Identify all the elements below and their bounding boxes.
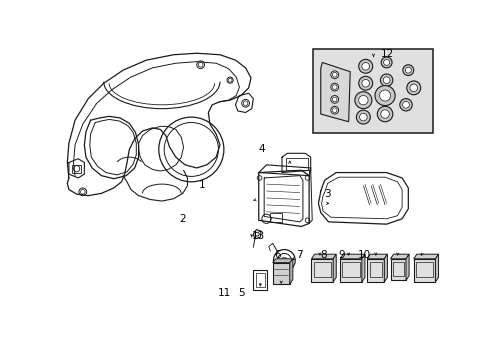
Polygon shape [361, 254, 364, 282]
Polygon shape [366, 259, 384, 282]
Text: 12: 12 [381, 49, 394, 59]
Bar [415, 262, 432, 277]
Text: 9: 9 [338, 250, 344, 260]
Circle shape [402, 102, 408, 108]
Bar [285, 158, 307, 170]
Text: 6: 6 [273, 250, 280, 260]
Circle shape [383, 59, 389, 66]
Bar [313, 262, 330, 277]
Polygon shape [366, 254, 386, 259]
Text: 7: 7 [296, 250, 303, 260]
Polygon shape [384, 254, 386, 282]
Polygon shape [413, 254, 438, 259]
Polygon shape [332, 254, 336, 282]
Circle shape [406, 81, 420, 95]
Circle shape [380, 74, 392, 86]
Circle shape [358, 76, 372, 90]
Polygon shape [413, 259, 434, 282]
Circle shape [354, 92, 371, 109]
Text: 10: 10 [357, 250, 370, 260]
Polygon shape [272, 259, 292, 263]
Bar [369, 262, 381, 277]
Text: 8: 8 [320, 250, 326, 260]
Circle shape [402, 65, 413, 76]
Bar [342, 262, 359, 277]
Circle shape [405, 67, 410, 73]
Circle shape [379, 90, 390, 101]
Polygon shape [405, 254, 408, 280]
Polygon shape [272, 263, 289, 284]
Text: 4: 4 [258, 144, 264, 153]
Bar [253, 270, 267, 289]
Polygon shape [434, 254, 438, 282]
Circle shape [330, 83, 338, 91]
Bar [255, 273, 264, 287]
Circle shape [358, 95, 367, 105]
Circle shape [377, 106, 392, 122]
Polygon shape [311, 259, 332, 282]
Bar [270, 213, 282, 222]
Text: 13: 13 [251, 231, 264, 241]
Circle shape [330, 95, 338, 103]
Circle shape [374, 86, 394, 105]
Circle shape [330, 106, 338, 114]
Circle shape [399, 99, 411, 111]
Polygon shape [390, 254, 408, 259]
Circle shape [409, 84, 417, 92]
Circle shape [358, 59, 372, 73]
Polygon shape [390, 259, 405, 280]
Bar [72, 165, 81, 172]
Bar [392, 262, 403, 276]
Circle shape [359, 113, 366, 121]
Polygon shape [311, 254, 336, 259]
Circle shape [330, 71, 338, 78]
Polygon shape [340, 254, 364, 259]
Polygon shape [320, 62, 349, 122]
Text: 2: 2 [179, 214, 186, 224]
Polygon shape [340, 259, 361, 282]
Text: 5: 5 [238, 288, 244, 298]
Circle shape [361, 80, 369, 87]
Circle shape [356, 110, 369, 124]
Polygon shape [289, 259, 292, 284]
Circle shape [383, 77, 389, 84]
Text: 11: 11 [218, 288, 231, 298]
Circle shape [381, 57, 391, 68]
Polygon shape [312, 49, 432, 132]
Circle shape [380, 110, 388, 118]
Text: 1: 1 [198, 180, 205, 190]
Text: 3: 3 [324, 189, 330, 199]
Circle shape [361, 63, 369, 70]
